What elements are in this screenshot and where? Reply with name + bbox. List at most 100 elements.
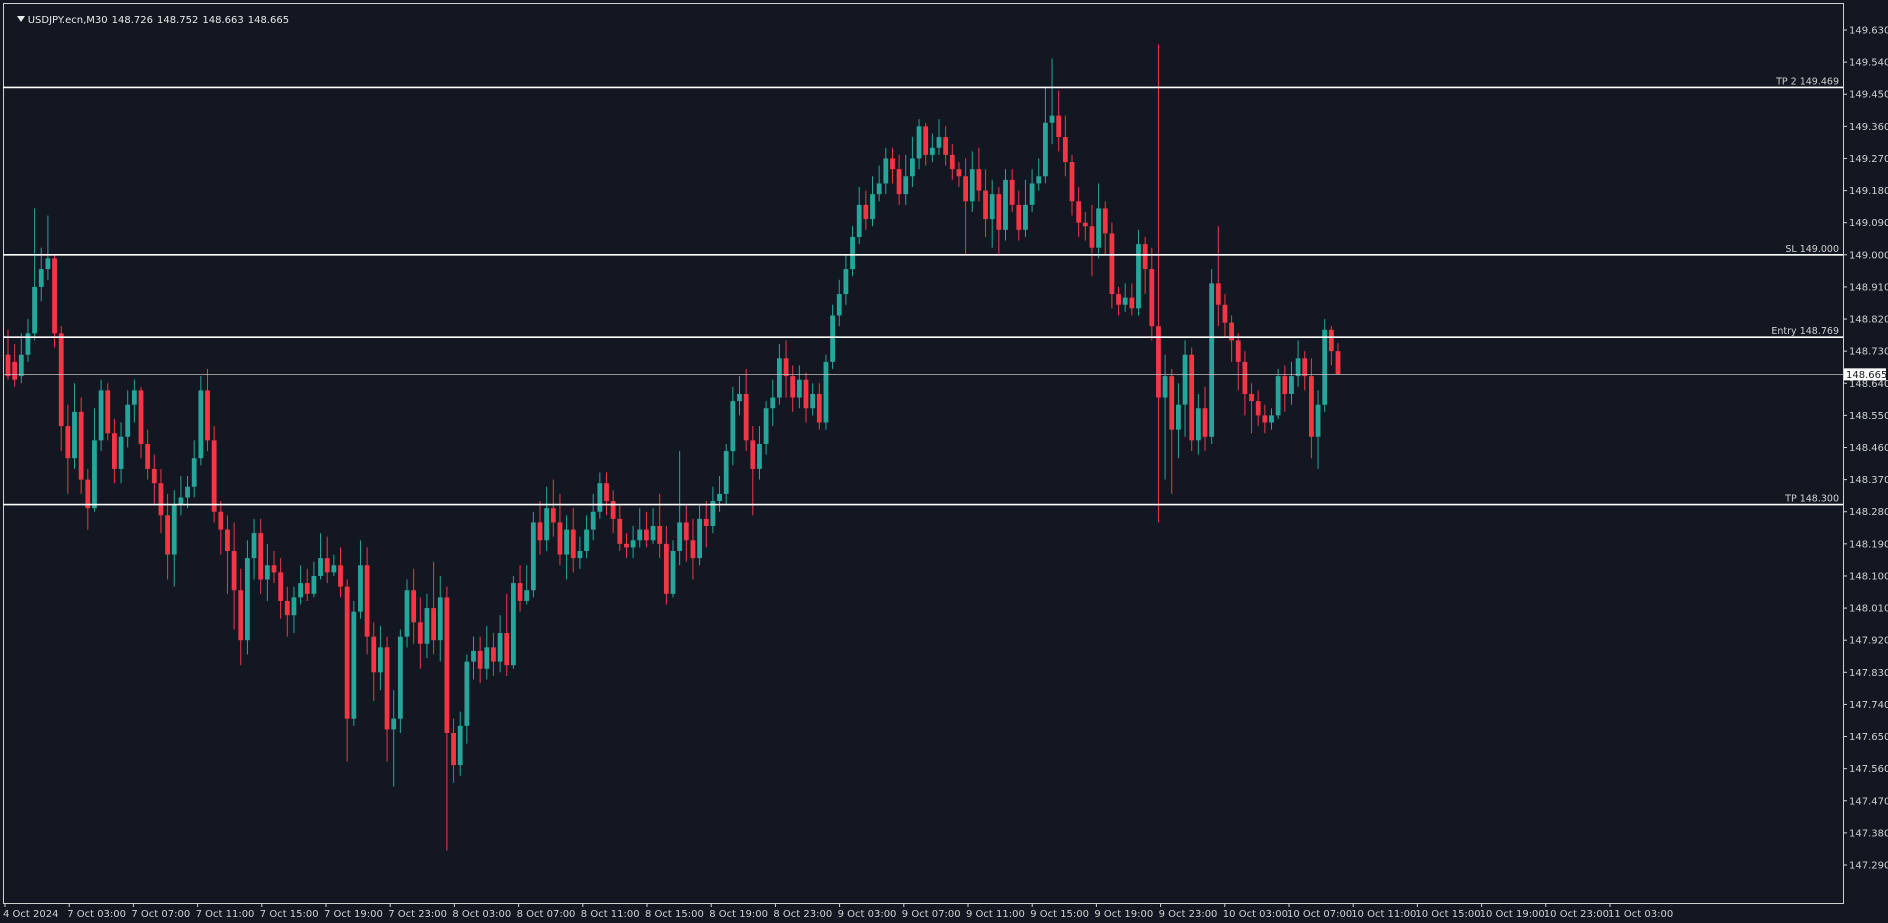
- candle[interactable]: [437, 575, 443, 662]
- candle[interactable]: [929, 133, 935, 163]
- candle[interactable]: [557, 493, 563, 566]
- level-line[interactable]: TP 2 149.469: [3, 76, 1843, 89]
- candle[interactable]: [397, 629, 403, 733]
- candle[interactable]: [185, 476, 190, 509]
- candle[interactable]: [85, 468, 91, 530]
- candle[interactable]: [112, 418, 117, 484]
- candle[interactable]: [1322, 319, 1328, 412]
- candle[interactable]: [910, 137, 915, 188]
- candle[interactable]: [890, 147, 895, 184]
- candle[interactable]: [304, 568, 310, 601]
- candle[interactable]: [284, 586, 290, 637]
- candle[interactable]: [783, 340, 789, 398]
- candle[interactable]: [577, 536, 583, 569]
- level-line[interactable]: Entry 148.769: [3, 326, 1843, 339]
- candle[interactable]: [1082, 211, 1088, 241]
- candle[interactable]: [65, 404, 71, 494]
- candle[interactable]: [511, 575, 516, 669]
- candle[interactable]: [231, 522, 237, 630]
- candle[interactable]: [1069, 154, 1075, 216]
- candle[interactable]: [843, 254, 849, 305]
- candle[interactable]: [491, 633, 496, 676]
- candle[interactable]: [378, 625, 383, 691]
- candle[interactable]: [544, 486, 550, 551]
- candle[interactable]: [1003, 169, 1008, 241]
- candle[interactable]: [1176, 383, 1181, 459]
- candle[interactable]: [630, 526, 636, 559]
- candle[interactable]: [517, 565, 523, 612]
- candle[interactable]: [870, 176, 875, 227]
- candle[interactable]: [537, 501, 543, 555]
- candle[interactable]: [936, 119, 942, 155]
- candle[interactable]: [1309, 358, 1314, 459]
- dropdown-triangle-icon[interactable]: [16, 16, 25, 22]
- candle[interactable]: [1096, 183, 1101, 259]
- candle[interactable]: [816, 383, 822, 430]
- candle[interactable]: [670, 540, 676, 598]
- candle[interactable]: [258, 518, 264, 594]
- candle[interactable]: [118, 422, 124, 484]
- candle[interactable]: [1222, 294, 1228, 337]
- candle[interactable]: [1116, 286, 1121, 316]
- candle[interactable]: [1062, 115, 1068, 177]
- candle[interactable]: [225, 515, 230, 594]
- candle[interactable]: [996, 187, 1002, 255]
- candle[interactable]: [1269, 408, 1274, 430]
- candle[interactable]: [1255, 390, 1261, 427]
- candle[interactable]: [178, 476, 184, 516]
- candle[interactable]: [1076, 187, 1082, 237]
- candle[interactable]: [151, 454, 157, 505]
- candle[interactable]: [1282, 365, 1288, 412]
- candle[interactable]: [1209, 269, 1215, 444]
- candle[interactable]: [1315, 390, 1321, 469]
- candle[interactable]: [637, 508, 643, 548]
- candle[interactable]: [471, 636, 476, 680]
- candle[interactable]: [5, 329, 11, 380]
- candle[interactable]: [424, 593, 430, 659]
- candle[interactable]: [790, 365, 796, 412]
- candle[interactable]: [191, 440, 197, 498]
- candle[interactable]: [38, 247, 44, 302]
- candle[interactable]: [1056, 90, 1062, 152]
- candle[interactable]: [484, 625, 490, 680]
- candle[interactable]: [1122, 283, 1128, 312]
- candle[interactable]: [92, 408, 97, 512]
- candle[interactable]: [1156, 44, 1161, 523]
- candle[interactable]: [391, 690, 397, 787]
- candle[interactable]: [750, 426, 756, 516]
- candle[interactable]: [251, 518, 257, 580]
- candle[interactable]: [331, 554, 337, 576]
- candle[interactable]: [271, 550, 277, 584]
- level-line[interactable]: SL 149.000: [3, 244, 1843, 256]
- candle[interactable]: [850, 226, 855, 277]
- candle[interactable]: [703, 501, 709, 548]
- candle[interactable]: [45, 215, 51, 280]
- candle[interactable]: [1335, 343, 1341, 376]
- candle[interactable]: [1182, 340, 1188, 437]
- candle[interactable]: [12, 344, 18, 387]
- candle[interactable]: [371, 622, 377, 701]
- candle[interactable]: [1016, 190, 1022, 241]
- candle[interactable]: [52, 254, 57, 348]
- candle[interactable]: [1149, 247, 1155, 341]
- candle[interactable]: [477, 636, 483, 684]
- candle[interactable]: [916, 119, 922, 170]
- candle[interactable]: [351, 600, 357, 726]
- candle[interactable]: [311, 561, 317, 598]
- candle[interactable]: [1302, 351, 1308, 391]
- candle[interactable]: [989, 179, 995, 248]
- candle[interactable]: [1275, 368, 1281, 419]
- candle[interactable]: [211, 426, 217, 523]
- candle[interactable]: [1215, 226, 1221, 327]
- candle[interactable]: [610, 490, 616, 534]
- candle[interactable]: [697, 504, 702, 566]
- candle[interactable]: [896, 154, 902, 205]
- candle[interactable]: [278, 558, 284, 619]
- candle[interactable]: [344, 579, 350, 762]
- candle[interactable]: [770, 379, 776, 427]
- candle[interactable]: [1229, 315, 1234, 362]
- candle[interactable]: [617, 504, 623, 551]
- candle[interactable]: [903, 154, 909, 205]
- candle[interactable]: [677, 451, 683, 566]
